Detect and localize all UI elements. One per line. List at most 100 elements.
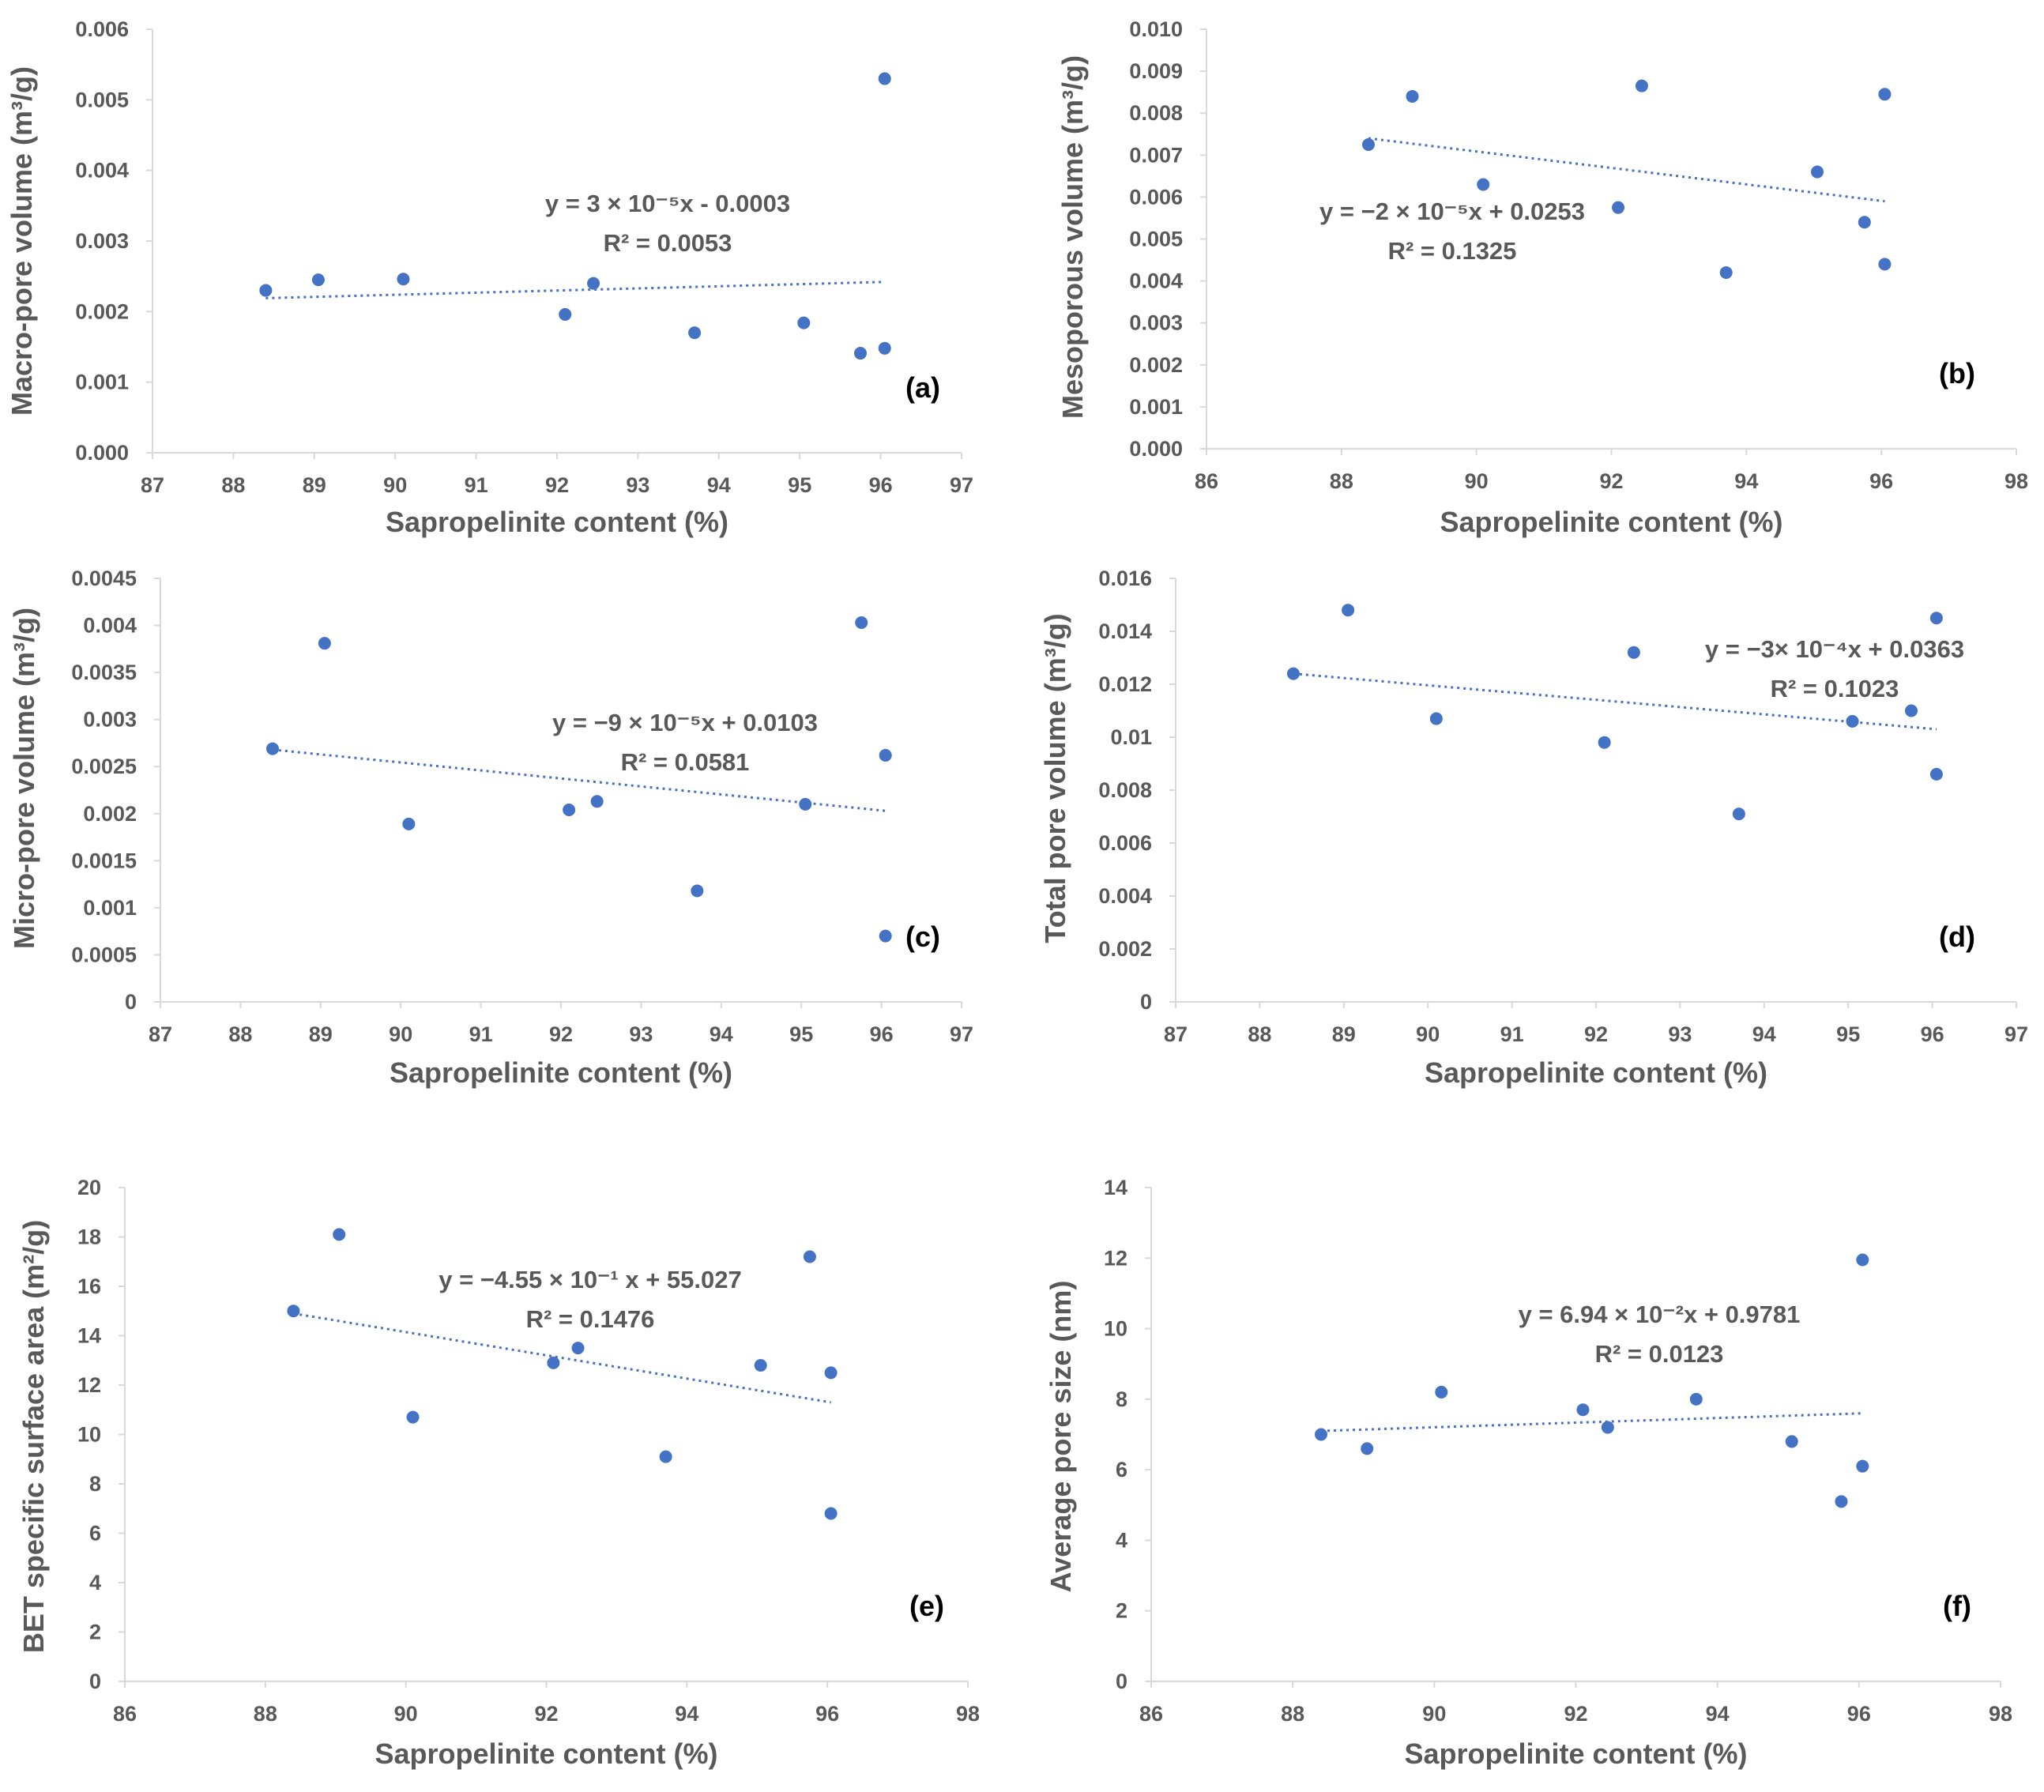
panel-2-x-tick-label: 90 [1465, 469, 1489, 493]
panel-4-x-tick-label: 88 [1248, 1022, 1271, 1046]
panel-5-data-point [754, 1359, 767, 1372]
panel-6-y-tick-label: 0 [1116, 1670, 1127, 1693]
panel-3-y-axis-title: Micro-pore volume (m³/g) [8, 608, 40, 949]
panel-3-data-point [855, 616, 868, 629]
panel-6-x-tick-label: 90 [1422, 1702, 1446, 1726]
panel-2-data-point [1406, 89, 1419, 103]
panel-1-data-point [854, 347, 867, 360]
panel-5-label: (e) [909, 1590, 944, 1622]
panel-1-x-tick-label: 96 [869, 473, 893, 497]
panel-3-data-point [318, 637, 331, 650]
panel-3-data-point [799, 797, 812, 811]
panel-6-y-axis-title: Average pore size (nm) [1045, 1281, 1077, 1593]
panel-1-r-squared: R² = 0.0053 [604, 229, 732, 257]
panel-4-x-tick-label: 93 [1668, 1022, 1692, 1046]
panel-3-x-tick-label: 89 [309, 1022, 333, 1046]
panel-2-data-point [1878, 88, 1892, 101]
panel-6-x-tick-label: 98 [1989, 1702, 2012, 1726]
panel-3-data-point [590, 795, 604, 808]
panel-5-y-tick-label: 14 [77, 1324, 101, 1348]
panel-1-data-point [688, 326, 702, 340]
panel-6-x-tick-label: 88 [1281, 1702, 1304, 1726]
panel-5-y-tick-label: 20 [77, 1176, 101, 1199]
panel-1-x-tick-label: 94 [707, 473, 731, 497]
panel-1-data-point [878, 341, 891, 355]
panel-4-y-tick-label: 0.004 [1098, 884, 1152, 908]
panel-4-x-axis-title: Sapropelinite content (%) [1425, 1056, 1767, 1089]
panel-3-x-tick-label: 88 [228, 1022, 252, 1046]
panel-2-y-tick-label: 0.008 [1129, 101, 1183, 125]
panel-4-label: (d) [1939, 920, 1975, 953]
panel-1-data-point [878, 72, 891, 85]
panel-2-y-tick-label: 0.003 [1129, 311, 1183, 335]
panel-2-y-tick-label: 0.001 [1129, 395, 1183, 419]
panel-4-y-tick-label: 0.01 [1110, 725, 1152, 749]
panel-2-data-point [1858, 216, 1871, 229]
panel-1-data-point [397, 273, 410, 286]
panel-6-x-tick-label: 86 [1139, 1702, 1163, 1726]
panel-5-data-point [333, 1228, 346, 1241]
panel-5-x-axis-title: Sapropelinite content (%) [375, 1737, 717, 1770]
panel-5-y-tick-label: 0 [89, 1670, 101, 1693]
panel-3-y-tick-label: 0.001 [83, 896, 137, 920]
panel-2-y-tick-label: 0.005 [1129, 228, 1183, 251]
panel-2-y-tick-label: 0.004 [1129, 269, 1183, 293]
panel-1-x-axis-title: Sapropelinite content (%) [386, 506, 728, 538]
panel-3-x-axis-title: Sapropelinite content (%) [390, 1056, 732, 1089]
panel-1-y-tick-label: 0.004 [75, 159, 129, 183]
panel-4-data-point [1342, 604, 1355, 617]
panel-6-y-tick-label: 14 [1104, 1176, 1127, 1199]
panel-5-y-tick-label: 16 [77, 1274, 101, 1298]
panel-5-x-tick-label: 98 [956, 1702, 980, 1726]
panel-1-data-point [259, 284, 273, 297]
panel-2-y-tick-label: 0.007 [1129, 143, 1183, 167]
panel-2-x-axis-title: Sapropelinite content (%) [1440, 506, 1782, 538]
panel-1-x-tick-label: 95 [788, 473, 811, 497]
panel-3-x-tick-label: 93 [629, 1022, 653, 1046]
panel-4-data-point [1627, 646, 1640, 659]
panel-4-y-tick-label: 0.006 [1098, 831, 1152, 855]
panel-4-data-point [1429, 712, 1443, 725]
panel-4-equation: y = −3× 10⁻⁴x + 0.0363 [1705, 635, 1964, 663]
panel-1-x-tick-label: 87 [141, 473, 164, 497]
panel-6-y-tick-label: 10 [1104, 1317, 1127, 1341]
panel-5-data-point [547, 1356, 560, 1369]
panel-6-data-point [1576, 1403, 1590, 1417]
panel-5-equation: y = −4.55 × 10⁻¹ x + 55.027 [439, 1266, 742, 1293]
panel-1-x-tick-label: 88 [221, 473, 245, 497]
panel-6-equation: y = 6.94 × 10⁻²x + 0.9781 [1519, 1301, 1801, 1328]
panel-3-x-tick-label: 94 [710, 1022, 733, 1046]
panel-6-data-point [1689, 1392, 1703, 1406]
panel-1-x-tick-label: 97 [950, 473, 973, 497]
panel-3-y-tick-label: 0.002 [83, 802, 137, 826]
panel-5-y-tick-label: 12 [77, 1373, 101, 1397]
panel-2-equation: y = −2 × 10⁻⁵x + 0.0253 [1319, 198, 1585, 225]
panel-3-x-tick-label: 92 [549, 1022, 573, 1046]
panel-1-y-axis-title: Macro-pore volume (m³/g) [6, 66, 38, 416]
panel-6-x-tick-label: 94 [1706, 1702, 1730, 1726]
panel-2-y-tick-label: 0.002 [1129, 353, 1183, 377]
panel-3-data-point [265, 742, 279, 755]
panel-2-x-tick-label: 96 [1869, 469, 1893, 493]
panel-4-x-tick-label: 91 [1500, 1022, 1524, 1046]
panel-5-y-axis-title: BET specific surface area (m²/g) [17, 1220, 50, 1653]
panel-4-x-tick-label: 92 [1584, 1022, 1608, 1046]
panel-6-data-point [1835, 1495, 1848, 1508]
panel-5-trendline [293, 1312, 831, 1404]
panel-1-x-tick-label: 93 [626, 473, 649, 497]
panel-5-data-point [824, 1507, 838, 1520]
panel-4-trendline [1293, 672, 1937, 731]
panel-2-data-point [1477, 178, 1490, 191]
panel-4-data-point [1846, 714, 1859, 728]
panel-3-x-tick-label: 97 [950, 1022, 973, 1046]
panel-4-data-point [1286, 667, 1300, 680]
panel-4-x-tick-label: 87 [1164, 1022, 1188, 1046]
panel-2-x-tick-label: 92 [1599, 469, 1623, 493]
panel-4-x-tick-label: 95 [1836, 1022, 1860, 1046]
panel-3-x-tick-label: 91 [469, 1022, 493, 1046]
panel-6-x-tick-label: 92 [1564, 1702, 1587, 1726]
panel-3-y-tick-label: 0.0045 [71, 567, 137, 590]
panel-3-data-point [691, 884, 704, 898]
panel-6-y-tick-label: 4 [1116, 1528, 1127, 1552]
